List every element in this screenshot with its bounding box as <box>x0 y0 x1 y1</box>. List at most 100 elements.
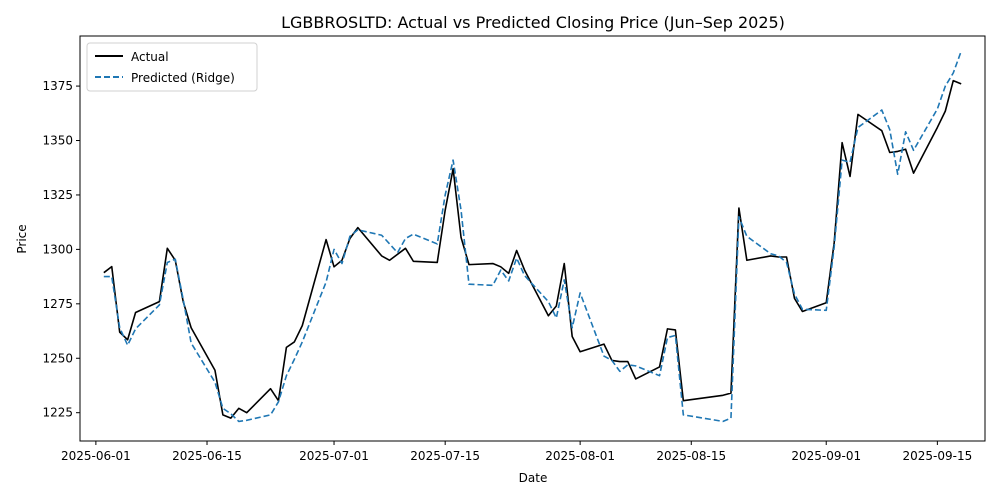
data-point-actual <box>381 255 383 257</box>
chart-title: LGBBROSLTD: Actual vs Predicted Closing … <box>281 13 785 32</box>
x-axis: 2025-06-01 2025-06-15 2025-07-01 2025-07-15… <box>61 441 972 463</box>
data-point-actual <box>270 388 272 390</box>
data-point-predicted <box>381 234 383 236</box>
data-point-actual <box>468 264 470 266</box>
data-point-predicted <box>516 257 518 259</box>
data-point-predicted <box>746 235 748 237</box>
data-point-actual <box>389 259 391 261</box>
x-tick-label: 2025-06-01 <box>61 449 131 463</box>
data-point-actual <box>952 80 954 82</box>
data-point-predicted <box>135 328 137 330</box>
legend: Actual Predicted (Ridge) <box>86 42 258 92</box>
data-point-predicted <box>278 401 280 403</box>
data-point-predicted <box>667 337 669 339</box>
data-point-actual <box>841 142 843 144</box>
data-point-actual <box>849 176 851 178</box>
series-line-predicted <box>103 50 962 423</box>
data-point-predicted <box>786 262 788 264</box>
data-point-actual <box>135 312 137 314</box>
data-point-predicted <box>627 364 629 366</box>
data-point-predicted <box>246 419 248 421</box>
data-point-actual <box>492 263 494 265</box>
y-axis-label: Price <box>15 224 29 253</box>
data-point-actual <box>230 417 232 419</box>
data-point-predicted <box>563 279 565 281</box>
data-point-predicted <box>127 344 129 346</box>
x-tick-label: 2025-09-15 <box>902 449 972 463</box>
data-point-predicted <box>111 276 113 278</box>
data-point-actual <box>881 130 883 132</box>
data-point-predicted <box>674 335 676 337</box>
data-point-predicted <box>524 275 526 277</box>
data-point-predicted <box>182 299 184 301</box>
plot-lines <box>103 50 962 423</box>
data-point-actual <box>897 151 899 153</box>
data-point-predicted <box>833 246 835 248</box>
data-point-predicted <box>405 238 407 240</box>
data-point-predicted <box>857 127 859 129</box>
x-tick-label: 2025-08-15 <box>656 449 726 463</box>
data-point-actual <box>190 327 192 329</box>
data-point-actual <box>508 272 510 274</box>
data-point-predicted <box>444 194 446 196</box>
data-point-predicted <box>468 283 470 285</box>
data-point-actual <box>619 361 621 363</box>
data-point-actual <box>103 272 105 274</box>
data-point-actual <box>444 209 446 211</box>
data-point-actual <box>960 83 962 85</box>
data-point-predicted <box>952 72 954 74</box>
data-point-actual <box>563 263 565 265</box>
data-point-predicted <box>460 209 462 211</box>
data-point-actual <box>524 269 526 271</box>
data-point-actual <box>833 242 835 244</box>
data-point-actual <box>286 346 288 348</box>
data-point-predicted <box>905 131 907 133</box>
data-point-actual <box>460 237 462 239</box>
x-tick-label: 2025-08-01 <box>545 449 615 463</box>
data-point-actual <box>936 127 938 129</box>
data-point-predicted <box>802 308 804 310</box>
data-point-predicted <box>619 370 621 372</box>
data-point-predicted <box>492 284 494 286</box>
data-point-predicted <box>349 235 351 237</box>
data-point-actual <box>301 325 303 327</box>
y-tick-label: 1325 <box>42 188 73 202</box>
data-point-actual <box>635 378 637 380</box>
data-point-predicted <box>794 293 796 295</box>
data-point-actual <box>119 331 121 333</box>
data-point-predicted <box>436 243 438 245</box>
x-tick-label: 2025-07-15 <box>410 449 480 463</box>
data-point-predicted <box>730 417 732 419</box>
data-point-actual <box>579 351 581 353</box>
data-point-actual <box>905 148 907 150</box>
data-point-actual <box>674 329 676 331</box>
data-point-actual <box>222 414 224 416</box>
data-point-actual <box>944 110 946 112</box>
data-point-predicted <box>722 421 724 423</box>
data-point-actual <box>238 407 240 409</box>
data-point-actual <box>436 262 438 264</box>
legend-box <box>86 42 258 92</box>
data-point-predicted <box>357 229 359 231</box>
data-point-predicted <box>286 375 288 377</box>
data-point-actual <box>857 113 859 115</box>
data-point-actual <box>293 341 295 343</box>
data-point-predicted <box>579 292 581 294</box>
data-point-actual <box>547 315 549 317</box>
legend-label-actual: Actual <box>131 50 169 64</box>
data-point-actual <box>500 266 502 268</box>
plot-frame <box>79 35 986 442</box>
data-point-predicted <box>341 263 343 265</box>
data-point-actual <box>246 412 248 414</box>
data-point-actual <box>158 301 160 303</box>
data-point-predicted <box>214 381 216 383</box>
data-point-predicted <box>936 108 938 110</box>
data-point-actual <box>738 207 740 209</box>
legend-label-predicted: Predicted (Ridge) <box>131 71 235 85</box>
data-point-predicted <box>397 252 399 254</box>
data-point-predicted <box>174 258 176 260</box>
data-point-predicted <box>571 327 573 329</box>
data-point-predicted <box>603 355 605 357</box>
data-point-predicted <box>825 309 827 311</box>
